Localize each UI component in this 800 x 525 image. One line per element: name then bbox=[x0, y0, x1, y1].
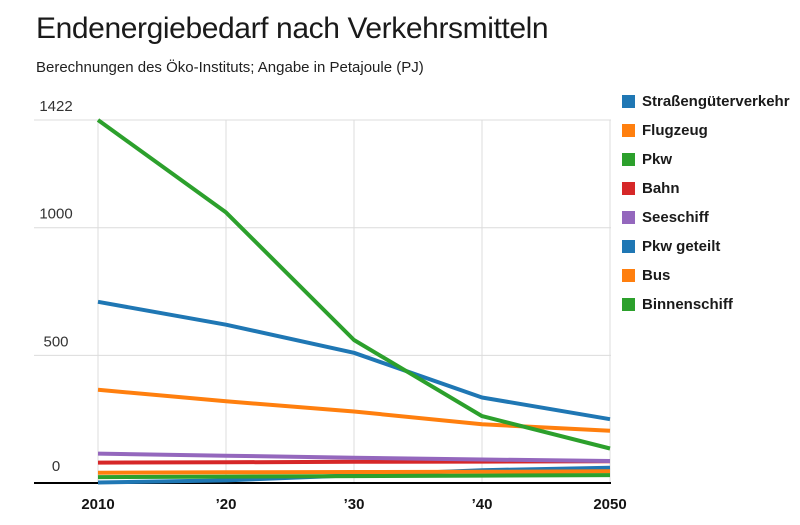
legend-item-strassengueterverkehr: Straßengüterverkehr bbox=[622, 93, 790, 110]
legend-swatch-pkw-geteilt bbox=[622, 240, 635, 253]
legend-label: Flugzeug bbox=[642, 122, 708, 139]
legend-item-seeschiff: Seeschiff bbox=[622, 209, 790, 226]
legend-item-bus: Bus bbox=[622, 267, 790, 284]
legend-label: Binnenschiff bbox=[642, 296, 733, 313]
legend-swatch-binnenschiff bbox=[622, 298, 635, 311]
series-line-pkw bbox=[96, 118, 611, 451]
legend-item-binnenschiff: Binnenschiff bbox=[622, 296, 790, 313]
legend-label: Seeschiff bbox=[642, 209, 709, 226]
y-tick-label: 0 bbox=[52, 458, 60, 475]
legend: Straßengüterverkehr Flugzeug Pkw Bahn Seesch… bbox=[622, 93, 790, 327]
series-line-binnenschiff bbox=[97, 473, 611, 480]
x-tick-label: 2010 bbox=[81, 496, 114, 513]
x-tick-label: ’20 bbox=[216, 496, 237, 513]
legend-label: Bus bbox=[642, 267, 671, 284]
legend-item-pkw-geteilt: Pkw geteilt bbox=[622, 238, 790, 255]
y-tick-label: 1000 bbox=[39, 206, 72, 223]
legend-swatch-strassengueterverkehr bbox=[622, 95, 635, 108]
legend-label: Bahn bbox=[642, 180, 680, 197]
legend-swatch-bahn bbox=[622, 182, 635, 195]
legend-swatch-pkw bbox=[622, 153, 635, 166]
x-tick-label: ’30 bbox=[344, 496, 365, 513]
chart-subtitle: Berechnungen des Öko-Instituts; Angabe i… bbox=[36, 59, 424, 76]
series-line-strassengueterverkehr bbox=[97, 299, 611, 422]
x-tick-label: ’40 bbox=[472, 496, 493, 513]
legend-swatch-seeschiff bbox=[622, 211, 635, 224]
legend-item-flugzeug: Flugzeug bbox=[622, 122, 790, 139]
legend-label: Pkw geteilt bbox=[642, 238, 721, 255]
y-tick-label: 1422 bbox=[39, 98, 72, 115]
x-tick-label: 2050 bbox=[593, 496, 626, 513]
legend-swatch-flugzeug bbox=[622, 124, 635, 137]
series-line-seeschiff bbox=[97, 451, 611, 463]
series-line-bus bbox=[97, 469, 611, 475]
legend-label: Pkw bbox=[642, 151, 673, 168]
legend-label: Straßengüterverkehr bbox=[642, 93, 790, 110]
legend-item-bahn: Bahn bbox=[622, 180, 790, 197]
chart-title: Endenergiebedarf nach Verkehrsmitteln bbox=[36, 12, 549, 45]
y-tick-label: 500 bbox=[43, 333, 68, 350]
legend-item-pkw: Pkw bbox=[622, 151, 790, 168]
legend-swatch-bus bbox=[622, 269, 635, 282]
